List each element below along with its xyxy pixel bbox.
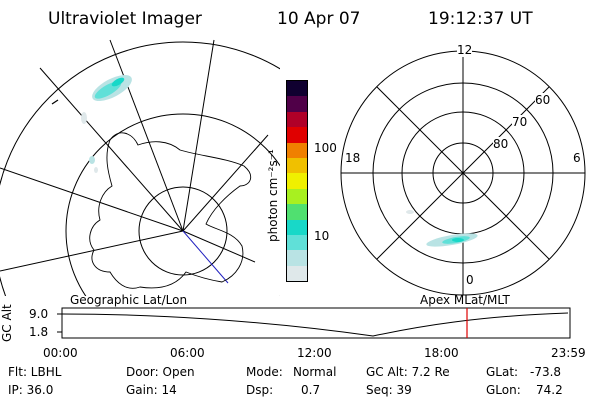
mode-value: Normal	[293, 365, 337, 379]
altitude-tick-max: 9.0	[29, 307, 49, 321]
glon-value: 74.2	[536, 383, 563, 397]
longitude-line	[182, 134, 269, 232]
colorbar-segment	[287, 142, 307, 158]
colorbar-segment	[287, 157, 307, 174]
mode-label: Mode:	[246, 365, 283, 379]
instrument-title: Ultraviolet Imager	[48, 9, 202, 29]
altitude-tick-min: 1.8	[29, 325, 49, 339]
colorbar	[286, 80, 308, 282]
auroral-emission	[406, 210, 478, 247]
apex-coords-title: Apex MLat/MLT	[420, 293, 510, 307]
altitude-strip-frame	[61, 307, 571, 339]
mlt-label-12: 12	[457, 43, 473, 57]
colorbar-segment	[287, 204, 307, 220]
glat-value: -73.8	[530, 365, 562, 379]
ip-readout: IP: 36.0	[8, 383, 54, 397]
longitude-line	[0, 167, 184, 232]
antarctica-coastline	[89, 132, 252, 289]
latitude-circle	[138, 186, 228, 276]
polar-mlt-plot	[340, 50, 586, 296]
glat-label: GLat:	[486, 365, 519, 379]
seq-readout: Seq: 39	[366, 383, 412, 397]
header-time: 19:12:37 UT	[428, 9, 533, 29]
mlat-label-60: 60	[535, 93, 551, 107]
colorbar-tick-100: 100	[314, 141, 337, 155]
longitude-line	[0, 230, 184, 272]
time-tick: 23:59	[551, 346, 586, 360]
colorbar-unit-label: photon cm⁻²s⁻¹	[266, 149, 280, 242]
auroral-emission	[81, 74, 132, 173]
time-tick: 12:00	[297, 346, 332, 360]
gc-alt-readout: GC Alt: 7.2 Re	[366, 365, 450, 379]
mlt-label-6: 6	[573, 151, 581, 165]
longitude-line	[182, 230, 256, 263]
longitude-line	[109, 39, 184, 232]
colorbar-segment	[287, 111, 307, 128]
colorbar-segment	[287, 81, 307, 97]
header-date: 10 Apr 07	[277, 9, 361, 29]
door-readout: Door: Open	[126, 365, 195, 379]
pole-direction-line	[182, 230, 229, 284]
colorbar-tick-10: 10	[314, 229, 330, 243]
geographic-map-panel	[0, 39, 280, 296]
altitude-strip-chart	[57, 307, 571, 339]
latitude-circle	[0, 41, 280, 296]
colorbar-segment	[287, 234, 307, 251]
filter-readout: Flt: LBHL	[8, 365, 62, 379]
colorbar-segment	[287, 250, 307, 266]
latitude-circle	[65, 113, 280, 296]
colorbar-segment	[287, 265, 307, 282]
mlat-label-80: 80	[493, 137, 509, 151]
time-tick: 00:00	[43, 346, 78, 360]
time-tick: 18:00	[424, 346, 459, 360]
altitude-orbit-curve	[61, 312, 569, 337]
geographic-coords-title: Geographic Lat/Lon	[70, 293, 188, 307]
longitude-line	[182, 39, 215, 232]
glon-label: GLon:	[486, 383, 521, 397]
longitude-line	[39, 67, 184, 232]
colorbar-segment	[287, 219, 307, 235]
mlt-label-0: 0	[466, 273, 474, 287]
colorbar-segment	[287, 127, 307, 143]
mlt-label-18: 18	[345, 151, 361, 165]
dsp-value: 0.7	[301, 383, 321, 397]
colorbar-segment	[287, 173, 307, 189]
mlat-label-70: 70	[512, 115, 528, 129]
coastline-fragment	[51, 99, 59, 105]
dsp-label: Dsp:	[246, 383, 274, 397]
colorbar-segment	[287, 188, 307, 205]
colorbar-segment	[287, 96, 307, 112]
gain-readout: Gain: 14	[126, 383, 177, 397]
time-tick: 06:00	[170, 346, 205, 360]
